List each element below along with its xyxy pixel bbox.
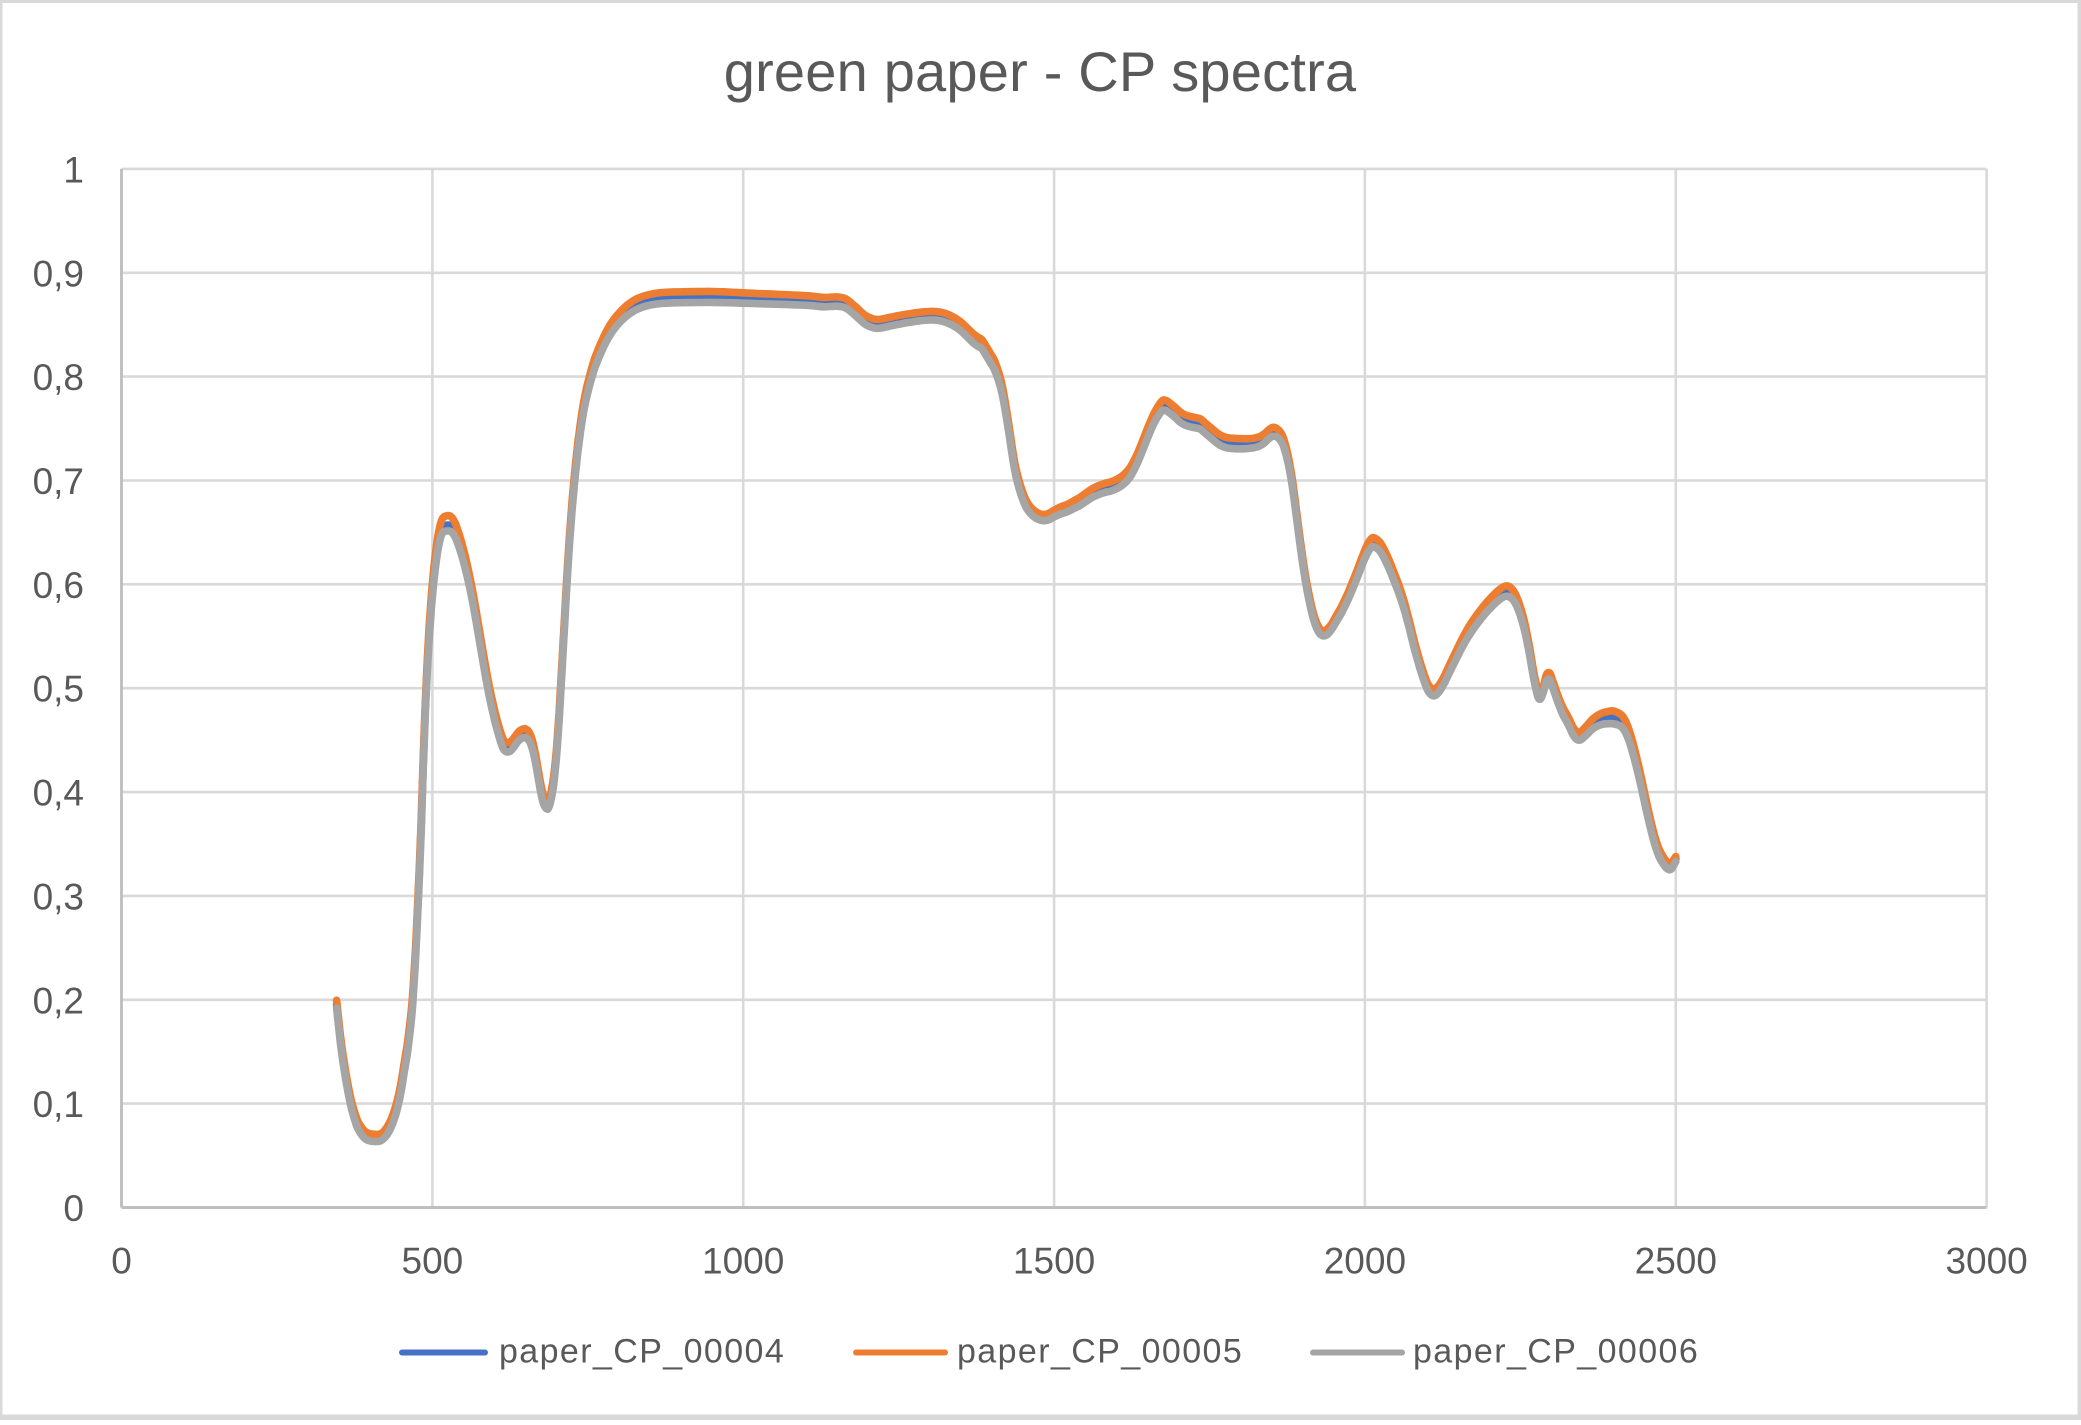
svg-text:0,2: 0,2 bbox=[33, 980, 84, 1021]
svg-text:1000: 1000 bbox=[702, 1241, 784, 1282]
svg-text:paper_CP_00004: paper_CP_00004 bbox=[499, 1333, 785, 1371]
svg-text:green paper - CP spectra: green paper - CP spectra bbox=[724, 40, 1357, 103]
svg-text:1500: 1500 bbox=[1013, 1241, 1095, 1282]
svg-text:paper_CP_00005: paper_CP_00005 bbox=[957, 1333, 1243, 1371]
svg-text:0,3: 0,3 bbox=[33, 876, 84, 917]
svg-text:2500: 2500 bbox=[1635, 1241, 1717, 1282]
svg-text:0,5: 0,5 bbox=[33, 669, 84, 710]
svg-text:2000: 2000 bbox=[1324, 1241, 1406, 1282]
svg-text:0,7: 0,7 bbox=[33, 461, 84, 502]
svg-text:500: 500 bbox=[402, 1241, 464, 1282]
svg-text:0,9: 0,9 bbox=[33, 253, 84, 294]
svg-text:0,1: 0,1 bbox=[33, 1084, 84, 1125]
svg-text:0,4: 0,4 bbox=[33, 773, 84, 814]
svg-text:0,8: 0,8 bbox=[33, 357, 84, 398]
svg-text:0: 0 bbox=[63, 1188, 84, 1229]
svg-text:0,6: 0,6 bbox=[33, 565, 84, 606]
svg-text:0: 0 bbox=[111, 1241, 132, 1282]
svg-text:paper_CP_00006: paper_CP_00006 bbox=[1413, 1333, 1699, 1371]
svg-text:1: 1 bbox=[63, 149, 84, 190]
svg-text:3000: 3000 bbox=[1945, 1241, 2027, 1282]
